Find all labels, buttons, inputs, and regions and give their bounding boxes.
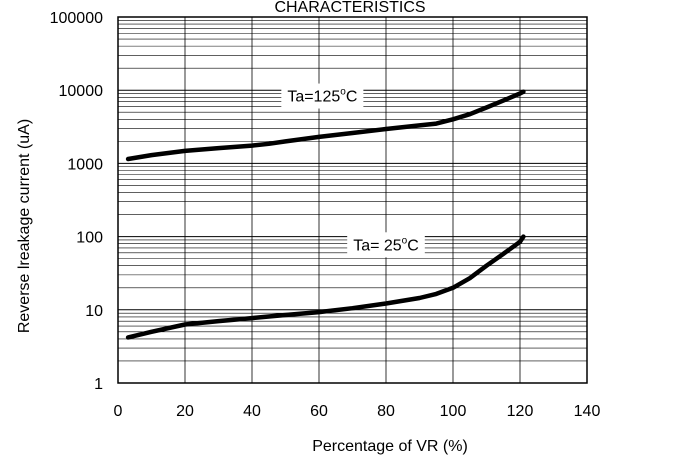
- series-label-ta125: Ta=125oC: [281, 83, 364, 109]
- x-tick-label: 20: [176, 403, 194, 420]
- x-axis-label: Percentage of VR (%): [312, 438, 468, 455]
- x-tick-label: 120: [507, 403, 534, 420]
- x-tick-label: 40: [243, 403, 261, 420]
- x-tick-label: 0: [114, 403, 123, 420]
- y-axis-label: Reverse lreakage current (uA): [16, 119, 33, 333]
- y-tick-label: 10000: [59, 83, 104, 100]
- series-label-ta25: Ta= 25oC: [347, 232, 425, 258]
- plot-frame: [117, 16, 588, 384]
- series-line-1: [125, 234, 526, 340]
- y-tick-label: 1000: [67, 156, 103, 173]
- x-tick-label: 80: [377, 403, 395, 420]
- x-tick-label: 140: [574, 403, 601, 420]
- y-tick-label: 10: [85, 303, 103, 320]
- y-tick-labels: 1 10 100 1000 10000 100000: [50, 10, 103, 393]
- grid: [118, 17, 587, 384]
- x-tick-label: 60: [310, 403, 328, 420]
- svg-text:Ta=125oC: Ta=125oC: [287, 87, 357, 106]
- y-tick-label: 100000: [50, 10, 103, 27]
- series-layer: [125, 89, 526, 340]
- chart-title: CHARACTERISTICS: [274, 0, 425, 16]
- y-tick-label: 100: [76, 230, 103, 247]
- y-tick-label: 1: [94, 376, 103, 393]
- x-tick-labels: 0 20 40 60 80 100 120 140: [114, 403, 601, 420]
- series-line-0: [125, 89, 526, 162]
- svg-text:Ta= 25oC: Ta= 25oC: [353, 235, 419, 254]
- x-tick-label: 100: [440, 403, 467, 420]
